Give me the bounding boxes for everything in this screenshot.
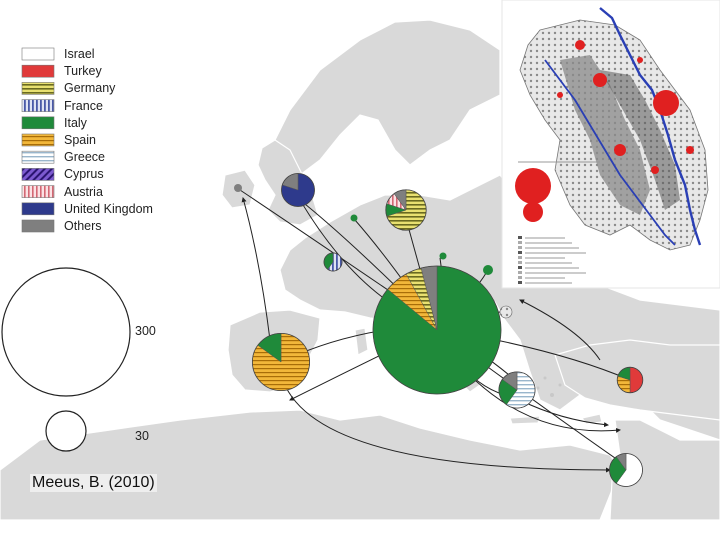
scale-label-small: 30 bbox=[135, 429, 149, 443]
origin-dot bbox=[439, 252, 447, 260]
legend-swatch-israel bbox=[21, 47, 55, 61]
flow-arrow bbox=[279, 369, 611, 473]
legend-label-germany: Germany bbox=[64, 81, 116, 96]
uk-node bbox=[281, 173, 315, 207]
inset-red-symbol bbox=[593, 73, 607, 87]
legend-label-spain: Spain bbox=[64, 133, 96, 147]
scale-label-large: 300 bbox=[135, 324, 156, 338]
greece-node bbox=[498, 371, 536, 409]
inset-red-symbol bbox=[575, 40, 585, 50]
flow-arrow bbox=[519, 299, 601, 361]
germany-node bbox=[385, 189, 427, 231]
pie-outline bbox=[323, 252, 343, 272]
legend-swatch-france bbox=[21, 99, 55, 112]
legend-label-united-kingdom: United Kingdom bbox=[64, 201, 153, 216]
legend-label-france: France bbox=[64, 98, 103, 113]
source-credit: Meeus, B. (2010) bbox=[30, 474, 157, 492]
legend-swatch-spain bbox=[21, 133, 55, 147]
inset-red-symbol bbox=[637, 57, 643, 63]
inset-legend-key bbox=[518, 261, 522, 264]
scale-circle-small bbox=[45, 410, 87, 452]
legend-label-cyprus: Cyprus bbox=[64, 167, 104, 182]
pie-outline bbox=[385, 189, 427, 231]
pie-outline bbox=[281, 173, 315, 207]
minor-origin-dots bbox=[234, 184, 513, 319]
italy-node bbox=[372, 265, 502, 395]
legend-label-greece: Greece bbox=[64, 150, 105, 165]
inset-red-symbol bbox=[653, 90, 679, 116]
spain-node bbox=[251, 332, 311, 392]
inset-legend-red-large bbox=[515, 168, 551, 204]
crete-land bbox=[509, 415, 541, 425]
pie-outline bbox=[609, 453, 643, 487]
legend-swatches bbox=[21, 47, 55, 233]
scandinavia-land bbox=[269, 19, 501, 176]
inset-legend-key bbox=[518, 271, 522, 274]
sardinia-land bbox=[354, 327, 369, 356]
pie-outline bbox=[372, 265, 502, 395]
pie-outline bbox=[616, 366, 644, 394]
inset-river-secondary bbox=[544, 59, 676, 246]
inset-legend-key bbox=[518, 251, 522, 254]
inset-legend-key bbox=[518, 241, 522, 244]
france-node bbox=[323, 252, 343, 272]
legend-swatch-austria bbox=[21, 185, 55, 198]
inset-legend-key bbox=[518, 256, 522, 259]
legend-label-others: Others bbox=[64, 219, 102, 233]
pie-nodes bbox=[251, 173, 644, 487]
pie-outline bbox=[251, 332, 311, 392]
legend-swatch-germany bbox=[21, 82, 55, 95]
legend-swatch-cyprus bbox=[21, 168, 55, 181]
legend-swatch-others bbox=[21, 219, 55, 233]
scale-legend bbox=[1, 267, 131, 452]
israel-node bbox=[609, 453, 643, 487]
turkey-node bbox=[616, 366, 644, 394]
pie-outline bbox=[498, 371, 536, 409]
legend-label-turkey: Turkey bbox=[64, 64, 102, 79]
legend-swatch-united-kingdom bbox=[21, 202, 55, 216]
inset-red-symbol bbox=[651, 166, 659, 174]
origin-dot bbox=[234, 184, 242, 192]
inset-basin-map bbox=[501, 0, 720, 289]
inset-legend-key bbox=[518, 276, 522, 279]
legend-label-israel: Israel bbox=[64, 47, 95, 61]
scale-circle-large bbox=[1, 267, 131, 397]
inset-red-symbol bbox=[614, 144, 626, 156]
inset-legend-key bbox=[518, 246, 522, 249]
origin-dot bbox=[483, 265, 493, 275]
origin-dot bbox=[499, 305, 513, 319]
inset-legend-key bbox=[518, 236, 522, 239]
flow-arrow bbox=[241, 197, 271, 341]
legend-label-italy: Italy bbox=[64, 115, 87, 130]
inset-legend-red-small bbox=[523, 202, 543, 222]
basin-darker-zone bbox=[560, 55, 650, 215]
legend-label-austria: Austria bbox=[64, 184, 103, 199]
inset-red-symbol bbox=[686, 146, 694, 154]
legend-swatch-turkey bbox=[21, 64, 55, 78]
inset-legend-key bbox=[518, 281, 522, 284]
inset-legend-text-lines bbox=[518, 236, 586, 284]
basin-dark-zone-2 bbox=[600, 70, 680, 210]
inset-legend-key bbox=[518, 266, 522, 269]
origin-dot bbox=[350, 214, 358, 222]
inset-red-symbol bbox=[557, 92, 563, 98]
legend-swatch-greece bbox=[21, 150, 55, 164]
legend-swatch-italy bbox=[21, 116, 55, 130]
